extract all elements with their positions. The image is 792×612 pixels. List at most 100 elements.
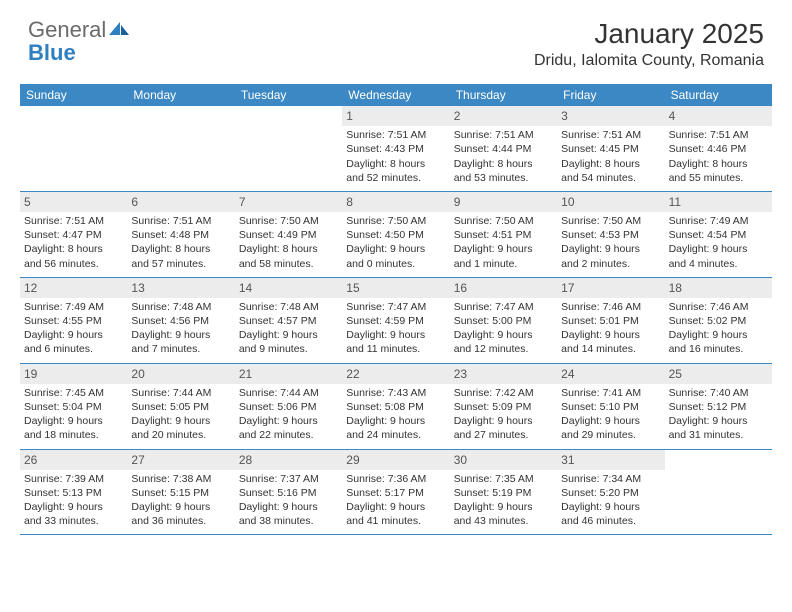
sunset-text: Sunset: 5:06 PM (239, 400, 338, 414)
daylight2-text: and 16 minutes. (669, 342, 768, 356)
daylight2-text: and 33 minutes. (24, 514, 123, 528)
logo-text-general: General (28, 17, 106, 42)
day-number: 3 (561, 108, 660, 124)
day-number-wrap: 23 (450, 364, 557, 384)
sunrise-text: Sunrise: 7:35 AM (454, 472, 553, 486)
week-row: 5Sunrise: 7:51 AMSunset: 4:47 PMDaylight… (20, 192, 772, 278)
day-number-wrap: 5 (20, 192, 127, 212)
day-cell: 16Sunrise: 7:47 AMSunset: 5:00 PMDayligh… (450, 278, 557, 363)
sunrise-text: Sunrise: 7:39 AM (24, 472, 123, 486)
day-number: 20 (131, 366, 230, 382)
daylight1-text: Daylight: 9 hours (561, 328, 660, 342)
day-number: 19 (24, 366, 123, 382)
day-number: 12 (24, 280, 123, 296)
dow-tuesday: Tuesday (235, 84, 342, 106)
day-cell (20, 106, 127, 191)
sunset-text: Sunset: 4:56 PM (131, 314, 230, 328)
daylight1-text: Daylight: 9 hours (561, 242, 660, 256)
day-number: 31 (561, 452, 660, 468)
day-number-wrap (20, 106, 127, 110)
daylight1-text: Daylight: 9 hours (669, 414, 768, 428)
daylight2-text: and 20 minutes. (131, 428, 230, 442)
day-number-wrap: 10 (557, 192, 664, 212)
sunset-text: Sunset: 4:54 PM (669, 228, 768, 242)
calendar: Sunday Monday Tuesday Wednesday Thursday… (20, 84, 772, 535)
day-number-wrap: 11 (665, 192, 772, 212)
sunset-text: Sunset: 4:47 PM (24, 228, 123, 242)
daylight1-text: Daylight: 8 hours (454, 157, 553, 171)
day-number: 21 (239, 366, 338, 382)
day-number-wrap: 4 (665, 106, 772, 126)
day-number: 30 (454, 452, 553, 468)
daylight2-text: and 36 minutes. (131, 514, 230, 528)
day-number: 9 (454, 194, 553, 210)
day-cell: 9Sunrise: 7:50 AMSunset: 4:51 PMDaylight… (450, 192, 557, 277)
day-number: 2 (454, 108, 553, 124)
sunset-text: Sunset: 4:43 PM (346, 142, 445, 156)
dow-monday: Monday (127, 84, 234, 106)
day-number: 28 (239, 452, 338, 468)
sunset-text: Sunset: 5:01 PM (561, 314, 660, 328)
day-number-wrap: 7 (235, 192, 342, 212)
daylight2-text: and 4 minutes. (669, 257, 768, 271)
sunrise-text: Sunrise: 7:40 AM (669, 386, 768, 400)
day-cell: 26Sunrise: 7:39 AMSunset: 5:13 PMDayligh… (20, 450, 127, 535)
sunset-text: Sunset: 4:59 PM (346, 314, 445, 328)
logo: GeneralBlue (28, 18, 131, 64)
sunset-text: Sunset: 5:09 PM (454, 400, 553, 414)
day-cell: 6Sunrise: 7:51 AMSunset: 4:48 PMDaylight… (127, 192, 234, 277)
sunset-text: Sunset: 4:46 PM (669, 142, 768, 156)
daylight1-text: Daylight: 9 hours (454, 242, 553, 256)
sunrise-text: Sunrise: 7:46 AM (669, 300, 768, 314)
day-cell: 22Sunrise: 7:43 AMSunset: 5:08 PMDayligh… (342, 364, 449, 449)
day-number-wrap: 16 (450, 278, 557, 298)
logo-text-blue: Blue (28, 40, 76, 65)
daylight2-text: and 6 minutes. (24, 342, 123, 356)
day-number: 26 (24, 452, 123, 468)
daylight2-text: and 41 minutes. (346, 514, 445, 528)
week-row: 19Sunrise: 7:45 AMSunset: 5:04 PMDayligh… (20, 364, 772, 450)
dow-saturday: Saturday (665, 84, 772, 106)
day-number-wrap: 18 (665, 278, 772, 298)
sail-icon (108, 18, 131, 41)
daylight2-text: and 53 minutes. (454, 171, 553, 185)
day-cell: 25 Sunrise: 7:40 AMSunset: 5:12 PMDayligh… (665, 364, 772, 449)
header: GeneralBlue January 2025 Dridu, Ialomita… (0, 0, 792, 74)
daylight1-text: Daylight: 8 hours (561, 157, 660, 171)
day-number: 23 (454, 366, 553, 382)
sunset-text: Sunset: 5:10 PM (561, 400, 660, 414)
sunset-text: Sunset: 5:04 PM (24, 400, 123, 414)
sunset-text: Sunset: 4:48 PM (131, 228, 230, 242)
day-cell: 27Sunrise: 7:38 AMSunset: 5:15 PMDayligh… (127, 450, 234, 535)
daylight1-text: Daylight: 8 hours (239, 242, 338, 256)
day-cell: 14Sunrise: 7:48 AMSunset: 4:57 PMDayligh… (235, 278, 342, 363)
daylight2-text: and 27 minutes. (454, 428, 553, 442)
day-number-wrap: 15 (342, 278, 449, 298)
day-number-wrap (127, 106, 234, 110)
day-number-wrap: 14 (235, 278, 342, 298)
sunrise-text: Sunrise: 7:51 AM (669, 128, 768, 142)
sunrise-text: Sunrise: 7:47 AM (454, 300, 553, 314)
day-number-wrap: 6 (127, 192, 234, 212)
daylight2-text: and 12 minutes. (454, 342, 553, 356)
daylight1-text: Daylight: 9 hours (239, 328, 338, 342)
sunset-text: Sunset: 5:12 PM (669, 400, 768, 414)
day-cell: 4Sunrise: 7:51 AMSunset: 4:46 PMDaylight… (665, 106, 772, 191)
day-number-wrap: 22 (342, 364, 449, 384)
daylight1-text: Daylight: 9 hours (669, 328, 768, 342)
day-number: 5 (24, 194, 123, 210)
daylight1-text: Daylight: 9 hours (346, 500, 445, 514)
day-cell: 28Sunrise: 7:37 AMSunset: 5:16 PMDayligh… (235, 450, 342, 535)
day-number: 17 (561, 280, 660, 296)
day-cell: 13Sunrise: 7:48 AMSunset: 4:56 PMDayligh… (127, 278, 234, 363)
day-number-wrap: 13 (127, 278, 234, 298)
day-number-wrap: 25 (665, 364, 772, 384)
sunset-text: Sunset: 5:19 PM (454, 486, 553, 500)
daylight1-text: Daylight: 9 hours (346, 242, 445, 256)
day-number: 27 (131, 452, 230, 468)
day-number: 22 (346, 366, 445, 382)
daylight1-text: Daylight: 9 hours (131, 500, 230, 514)
sunrise-text: Sunrise: 7:48 AM (131, 300, 230, 314)
day-number-wrap: 3 (557, 106, 664, 126)
sunrise-text: Sunrise: 7:50 AM (561, 214, 660, 228)
